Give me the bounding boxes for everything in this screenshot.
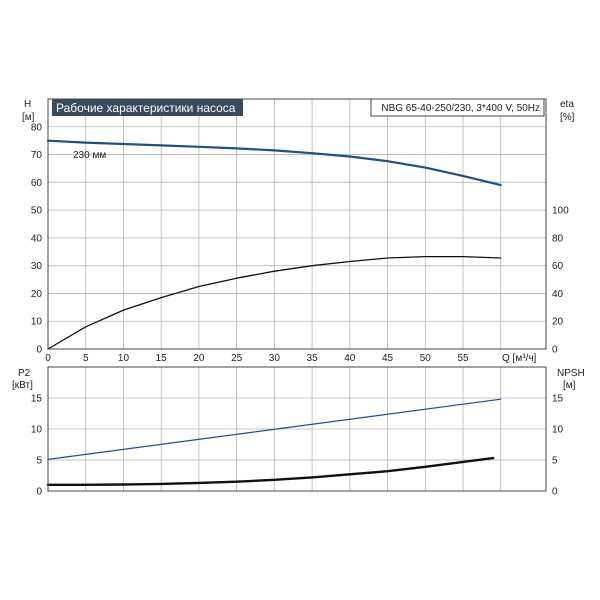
top-left-tick-label: 0 xyxy=(36,345,42,356)
head-axis-label: H xyxy=(24,99,31,110)
top-right-tick-label: 80 xyxy=(552,233,564,244)
flow-tick-label: 5 xyxy=(83,353,89,364)
flow-tick-label: 25 xyxy=(231,353,243,364)
impeller-diameter-annotation: 230 мм xyxy=(73,150,106,161)
eta-axis-unit: [%] xyxy=(560,112,575,123)
bottom-left-tick-label: 0 xyxy=(36,487,42,498)
model-info-box xyxy=(370,98,545,117)
chart-title: Рабочие характеристики насоса xyxy=(56,101,236,115)
flow-tick-label: 50 xyxy=(420,353,432,364)
bottom-right-tick-label: 5 xyxy=(552,456,558,467)
npsh-axis-unit: [м] xyxy=(563,380,576,391)
top-right-tick-label: 40 xyxy=(552,289,564,300)
head-axis-unit: [м] xyxy=(22,112,35,123)
top-left-tick-label: 40 xyxy=(31,233,43,244)
bottom-plot-frame xyxy=(47,366,547,492)
flow-tick-label: 20 xyxy=(193,353,205,364)
top-left-tick-label: 80 xyxy=(31,122,43,133)
chart-title-background xyxy=(52,99,243,116)
bottom-left-tick-label: 10 xyxy=(31,425,43,436)
bottom-left-tick-label: 5 xyxy=(36,456,42,467)
top-right-tick-label: 0 xyxy=(552,345,558,356)
flow-tick-label: 0 xyxy=(45,353,51,364)
power-curve xyxy=(47,398,502,460)
flow-tick-label: 55 xyxy=(457,353,469,364)
head-curve xyxy=(46,139,502,187)
flow-tick-label: 10 xyxy=(118,353,130,364)
top-left-tick-label: 60 xyxy=(31,178,43,189)
top-left-tick-label: 70 xyxy=(31,150,43,161)
top-plot-frame xyxy=(47,98,547,350)
top-right-tick-label: 100 xyxy=(552,206,569,217)
npsh-curve xyxy=(46,456,495,486)
top-right-tick-label: 20 xyxy=(552,317,564,328)
flow-tick-label: 45 xyxy=(382,353,394,364)
flow-tick-label: 40 xyxy=(344,353,356,364)
top-left-tick-label: 50 xyxy=(31,206,43,217)
model-info: NBG 65-40-250/230, 3*400 V, 50Hz xyxy=(381,103,540,114)
series-layer xyxy=(46,139,502,486)
top-left-tick-label: 30 xyxy=(31,261,43,272)
power-axis-unit: [кВт] xyxy=(12,380,33,391)
flow-tick-label: 30 xyxy=(269,353,281,364)
bottom-right-tick-label: 10 xyxy=(552,425,564,436)
flow-axis-label: Q [м³/ч] xyxy=(502,353,537,364)
eta-axis-label: eta xyxy=(560,99,574,110)
top-left-tick-label: 20 xyxy=(31,289,43,300)
power-axis-label: P2 xyxy=(18,368,31,379)
bottom-right-tick-label: 0 xyxy=(552,487,558,498)
efficiency-curve xyxy=(47,255,502,350)
npsh-axis-label: NPSH xyxy=(557,368,585,379)
top-right-tick-label: 60 xyxy=(552,261,564,272)
bottom-left-tick-label: 15 xyxy=(31,394,43,405)
frame-layer xyxy=(47,98,547,492)
flow-tick-label: 35 xyxy=(307,353,319,364)
bottom-right-tick-label: 15 xyxy=(552,394,564,405)
grid-layer xyxy=(48,99,546,491)
top-left-tick-label: 10 xyxy=(31,317,43,328)
flow-tick-label: 15 xyxy=(156,353,168,364)
